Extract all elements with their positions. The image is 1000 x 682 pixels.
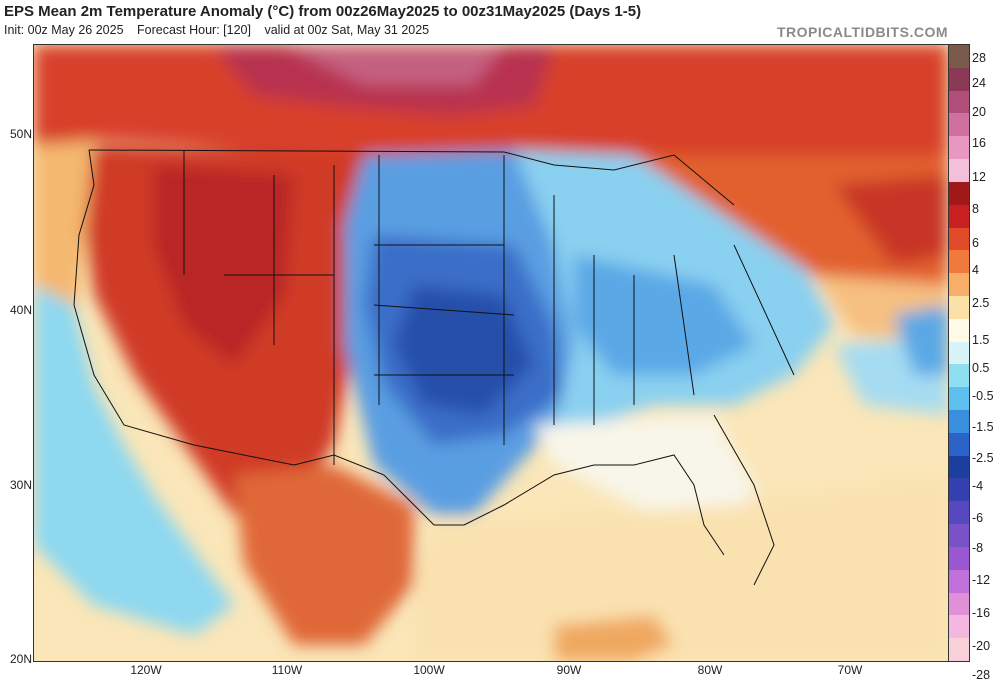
legend-swatch: [949, 204, 969, 229]
legend-swatch: [949, 569, 969, 594]
legend-swatch: [949, 432, 969, 457]
legend-label: 8: [972, 202, 979, 216]
lon-label-120w: 120W: [130, 663, 162, 677]
legend-swatch: [949, 295, 969, 320]
legend-label: 1.5: [972, 333, 990, 347]
map-canvas: [34, 45, 948, 661]
legend-label: -28: [972, 668, 991, 682]
lat-label-30n: 30N: [9, 478, 32, 492]
legend-swatch: [949, 410, 969, 434]
legend-label: -2.5: [972, 451, 994, 465]
legend-label: -0.5: [972, 389, 994, 403]
legend-swatch: [949, 546, 969, 571]
legend-label: -16: [972, 606, 991, 620]
legend-label: -8: [972, 541, 984, 555]
legend-swatch: [949, 455, 969, 479]
legend-label: 28: [972, 51, 986, 65]
lat-label-20n: 20N: [9, 652, 32, 666]
legend-swatch: [949, 615, 969, 639]
legend-label: -12: [972, 573, 991, 587]
legend-label: -6: [972, 511, 984, 525]
lat-label-50n: 50N: [9, 127, 32, 141]
lon-label-100w: 100W: [413, 663, 445, 677]
legend-swatch: [949, 227, 969, 251]
legend-swatch: [949, 136, 969, 160]
lon-label-70w: 70W: [837, 663, 863, 677]
forecast-hour: Forecast Hour: [120]: [137, 23, 251, 37]
legend-swatch: [949, 181, 969, 206]
legend-swatch: [949, 67, 969, 92]
legend-swatch: [949, 638, 969, 662]
legend-label: 12: [972, 170, 986, 184]
map-subtitle: Init: 00z May 26 2025 Forecast Hour: [12…: [4, 23, 439, 37]
map-title: EPS Mean 2m Temperature Anomaly (°C) fro…: [4, 3, 642, 20]
legend-swatch: [949, 159, 969, 183]
anomaly-map[interactable]: [33, 44, 949, 662]
legend-swatch: [949, 501, 969, 525]
legend-label: 0.5: [972, 361, 990, 375]
legend-swatch: [949, 524, 969, 548]
lat-label-40n: 40N: [9, 303, 32, 317]
legend-swatch: [949, 250, 969, 274]
legend-label: 4: [972, 263, 979, 277]
boundaries: [73, 149, 795, 586]
valid-time: valid at 00z Sat, May 31 2025: [264, 23, 430, 37]
legend-swatch: [949, 341, 969, 365]
legend-swatch: [949, 113, 969, 137]
legend-swatch: [949, 90, 969, 114]
source-credit: TROPICALTIDBITS.COM: [776, 24, 948, 40]
lon-label-90w: 90W: [556, 663, 582, 677]
color-legend: [948, 44, 970, 662]
legend-label: 16: [972, 136, 986, 150]
legend-label: -1.5: [972, 420, 994, 434]
legend-swatch: [949, 592, 969, 616]
legend-swatch: [949, 364, 969, 388]
legend-swatch: [949, 478, 969, 502]
legend-label: 6: [972, 236, 979, 250]
legend-swatch: [949, 45, 969, 69]
legend-label: 20: [972, 105, 986, 119]
legend-swatch: [949, 318, 969, 343]
legend-label: 24: [972, 76, 986, 90]
anomaly-field: [34, 45, 948, 661]
lon-label-110w: 110W: [271, 663, 303, 677]
lon-label-80w: 80W: [697, 663, 723, 677]
init-time: Init: 00z May 26 2025: [4, 23, 124, 37]
legend-swatch: [949, 273, 969, 297]
legend-swatch: [949, 387, 969, 411]
legend-label: -20: [972, 639, 991, 653]
legend-label: -4: [972, 479, 984, 493]
legend-label: 2.5: [972, 296, 990, 310]
